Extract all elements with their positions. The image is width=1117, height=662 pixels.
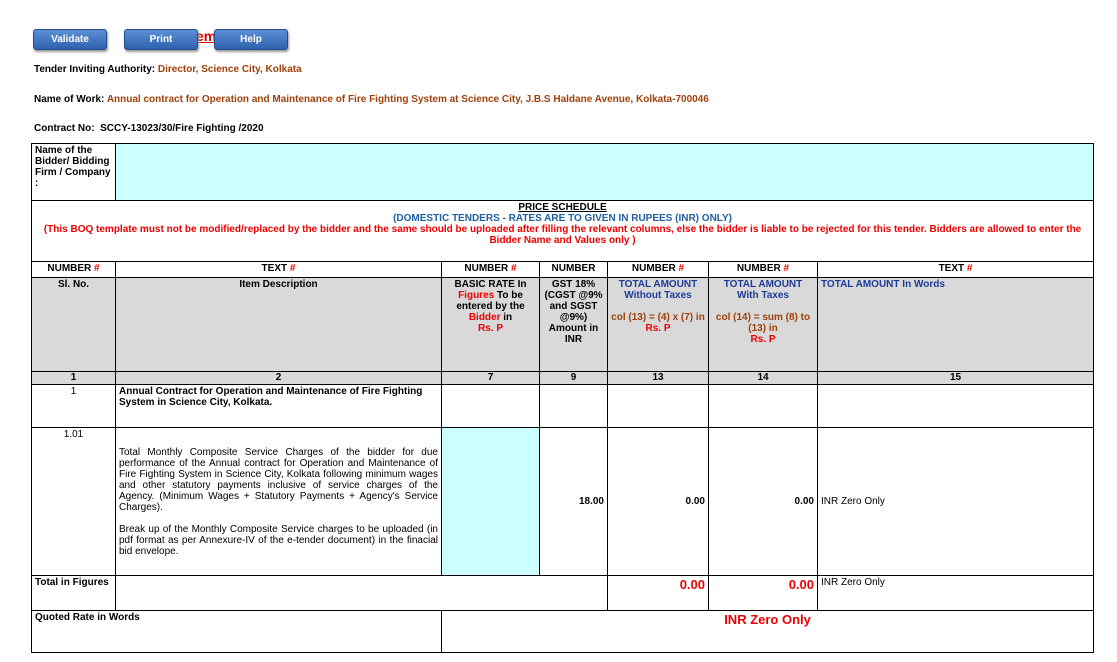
quoted-row: Quoted Rate in Words INR Zero Only	[31, 610, 1095, 653]
work-label: Name of Work:	[34, 94, 105, 105]
basic-rate-input[interactable]	[441, 427, 540, 576]
contract-label: Contract No:	[34, 123, 95, 134]
header-gst: GST 18% (CGST @9% and SGST @9%) Amount i…	[539, 277, 608, 372]
validate-button[interactable]: Validate	[33, 29, 107, 50]
header-sl: Sl. No.	[31, 277, 116, 372]
header-desc: Item Description	[115, 277, 442, 372]
header-t14: TOTAL AMOUNT With Taxes col (14) = sum (8…	[708, 277, 818, 372]
price-schedule-header: PRICE SCHEDULE (DOMESTIC TENDERS - RATES…	[30, 200, 1095, 262]
header-t13: TOTAL AMOUNT Without Taxes col (13) = (4)…	[607, 277, 709, 372]
authority-value: Director, Science City, Kolkata	[157, 64, 302, 75]
type-row: NUMBER # TEXT # NUMBER # NUMBER NUMBER #…	[31, 261, 1095, 278]
total-row: Total in Figures 0.00 0.00 INR Zero Only	[31, 575, 1095, 611]
schedule-subtitle: (DOMESTIC TENDERS - RATES ARE TO GIVEN I…	[393, 213, 732, 224]
contract-value: SCCY-13023/30/Fire Fighting /2020	[100, 123, 264, 134]
bidder-label: Name of the Bidder/ Bidding Firm / Compa…	[31, 143, 116, 201]
table-row: 1 Annual Contract for Operation and Main…	[31, 384, 1095, 428]
schedule-title: PRICE SCHEDULE	[518, 202, 607, 213]
authority-line: Tender Inviting Authority: Director, Sci…	[34, 64, 302, 75]
column-header-row: Sl. No. Item Description BASIC RATE In F…	[31, 277, 1095, 372]
header-rate: BASIC RATE In Figures To be entered by t…	[441, 277, 540, 372]
schedule-warning: (This BOQ template must not be modified/…	[43, 224, 1082, 246]
authority-label: Tender Inviting Authority:	[34, 64, 156, 75]
column-number-row: 1 2 7 9 13 14 15	[31, 371, 1095, 385]
work-line: Name of Work: Annual contract for Operat…	[34, 94, 709, 105]
bidder-name-input[interactable]	[114, 143, 1095, 201]
header-words: TOTAL AMOUNT In Words	[816, 277, 1095, 372]
print-button[interactable]: Print	[124, 29, 198, 50]
boq-table: Name of the Bidder/ Bidding Firm / Compa…	[30, 143, 1095, 653]
work-value: Annual contract for Operation and Mainte…	[106, 94, 709, 105]
table-row: 1.01 Total Monthly Composite Service Cha…	[31, 427, 1095, 576]
contract-line: Contract No: SCCY-13023/30/Fire Fighting…	[34, 123, 264, 134]
help-button[interactable]: Help	[214, 29, 288, 50]
